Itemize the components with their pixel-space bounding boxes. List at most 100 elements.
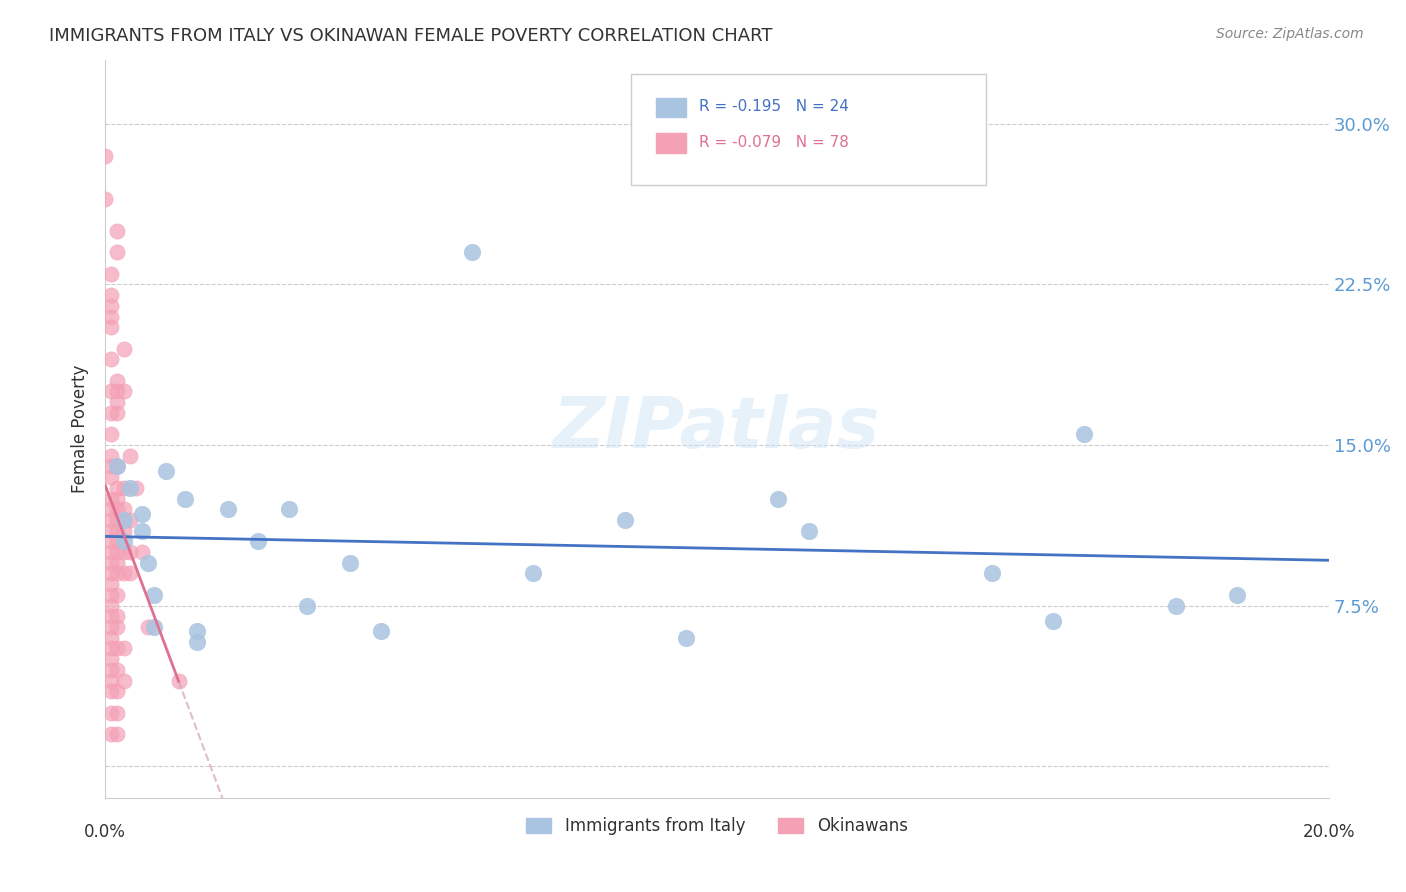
Point: [112, 524, 135, 538]
Point: [112, 481, 135, 495]
Point: [107, 534, 129, 549]
Point: [107, 545, 129, 559]
Point: [173, 491, 195, 506]
Point: [107, 395, 129, 409]
Point: [100, 727, 122, 741]
Point: [100, 470, 122, 484]
Point: [94, 149, 117, 163]
Point: [143, 620, 166, 634]
Point: [186, 624, 208, 639]
Point: [100, 673, 122, 688]
Point: [94, 192, 117, 206]
Point: [1164, 599, 1187, 613]
Y-axis label: Female Poverty: Female Poverty: [72, 365, 89, 493]
Point: [107, 245, 129, 260]
Point: [112, 673, 135, 688]
Point: [136, 556, 159, 570]
Point: [112, 384, 135, 399]
Point: [100, 534, 122, 549]
Point: [107, 620, 129, 634]
Point: [107, 459, 129, 474]
Point: [100, 599, 122, 613]
Point: [107, 556, 129, 570]
Point: [107, 524, 129, 538]
Point: [100, 631, 122, 645]
Text: 20.0%: 20.0%: [1302, 823, 1355, 841]
Point: [100, 641, 122, 656]
Point: [100, 288, 122, 302]
Point: [247, 534, 270, 549]
Point: [675, 631, 697, 645]
Point: [100, 384, 122, 399]
Point: [136, 620, 159, 634]
Point: [1073, 427, 1095, 442]
Point: [107, 406, 129, 420]
Point: [112, 534, 135, 549]
Point: [100, 652, 122, 666]
Point: [100, 267, 122, 281]
Point: [107, 513, 129, 527]
Point: [118, 449, 141, 463]
Text: 0.0%: 0.0%: [84, 823, 127, 841]
Text: R = -0.079   N = 78: R = -0.079 N = 78: [699, 135, 848, 150]
Point: [100, 310, 122, 324]
Point: [100, 491, 122, 506]
Point: [461, 245, 484, 260]
Point: [167, 673, 190, 688]
Point: [107, 727, 129, 741]
Point: [100, 513, 122, 527]
Point: [100, 502, 122, 516]
Point: [295, 599, 318, 613]
Point: [107, 502, 129, 516]
Point: [100, 566, 122, 581]
Text: IMMIGRANTS FROM ITALY VS OKINAWAN FEMALE POVERTY CORRELATION CHART: IMMIGRANTS FROM ITALY VS OKINAWAN FEMALE…: [49, 27, 773, 45]
Point: [100, 684, 122, 698]
Point: [107, 566, 129, 581]
Point: [125, 481, 148, 495]
Point: [107, 706, 129, 720]
Point: [100, 556, 122, 570]
Point: [131, 507, 153, 521]
Text: Source: ZipAtlas.com: Source: ZipAtlas.com: [1216, 27, 1364, 41]
Point: [112, 342, 135, 356]
Point: [100, 663, 122, 677]
Point: [217, 502, 239, 516]
Point: [100, 588, 122, 602]
FancyBboxPatch shape: [631, 74, 986, 186]
Point: [100, 352, 122, 367]
Point: [107, 609, 129, 624]
Point: [100, 299, 122, 313]
Point: [118, 513, 141, 527]
Point: [112, 502, 135, 516]
Legend: Immigrants from Italy, Okinawans: Immigrants from Italy, Okinawans: [520, 810, 914, 842]
Point: [1226, 588, 1249, 602]
Point: [100, 620, 122, 634]
Point: [100, 449, 122, 463]
Point: [143, 588, 166, 602]
Point: [100, 406, 122, 420]
Point: [107, 663, 129, 677]
Point: [107, 684, 129, 698]
Point: [100, 609, 122, 624]
Point: [100, 577, 122, 591]
Point: [766, 491, 789, 506]
Point: [107, 491, 129, 506]
Point: [131, 524, 153, 538]
Point: [339, 556, 361, 570]
Point: [112, 566, 135, 581]
Point: [118, 481, 141, 495]
Point: [100, 459, 122, 474]
Point: [107, 588, 129, 602]
Point: [186, 635, 208, 649]
Point: [1042, 614, 1064, 628]
Point: [522, 566, 544, 581]
Point: [112, 641, 135, 656]
Point: [100, 545, 122, 559]
Point: [277, 502, 299, 516]
Point: [107, 459, 129, 474]
Point: [370, 624, 392, 639]
Point: [107, 224, 129, 238]
Point: [112, 513, 135, 527]
Point: [100, 706, 122, 720]
Point: [100, 320, 122, 334]
